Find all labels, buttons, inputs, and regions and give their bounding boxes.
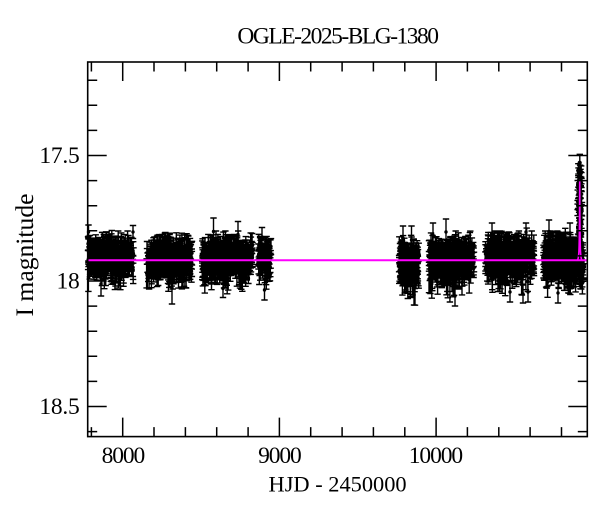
svg-text:HJD - 2450000: HJD - 2450000 <box>269 472 407 497</box>
svg-text:17.5: 17.5 <box>39 143 79 169</box>
svg-text:10000: 10000 <box>409 443 463 469</box>
svg-text:9000: 9000 <box>258 443 301 469</box>
svg-text:OGLE-2025-BLG-1380: OGLE-2025-BLG-1380 <box>237 23 438 49</box>
svg-text:18: 18 <box>57 269 80 295</box>
svg-text:8000: 8000 <box>102 443 145 469</box>
svg-text:18.5: 18.5 <box>39 394 79 420</box>
svg-text:I magnitude: I magnitude <box>10 194 39 317</box>
